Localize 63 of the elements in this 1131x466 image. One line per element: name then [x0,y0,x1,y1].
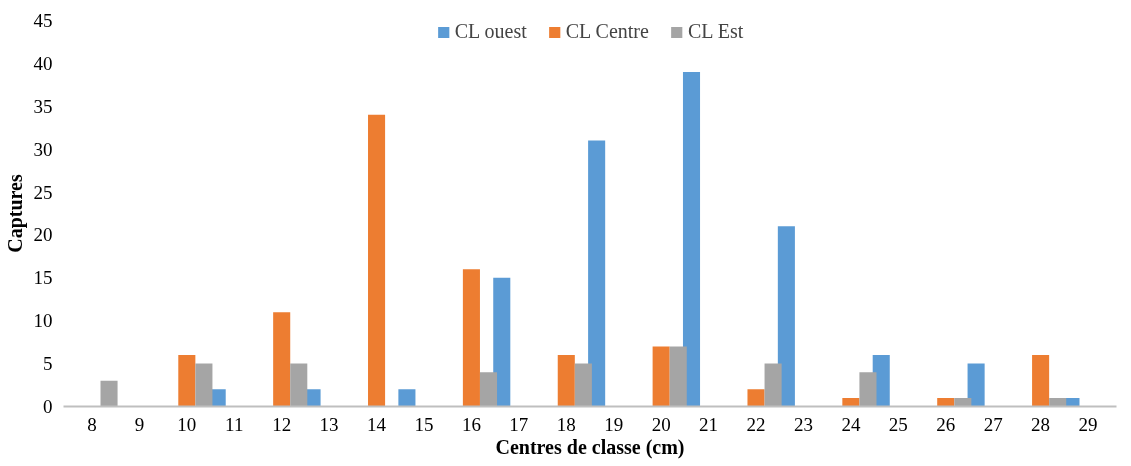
y-tick-label: 5 [43,353,53,375]
bar [954,397,972,407]
bar [764,363,782,407]
y-tick-label: 20 [33,224,53,246]
x-tick-label: 14 [367,413,387,435]
bar [1032,355,1050,407]
legend-label: CL ouest [454,20,527,43]
y-axis-title: Captures [3,174,27,253]
x-tick-label: 22 [746,413,766,435]
x-tick-label: 15 [414,413,434,435]
bar [100,380,118,407]
x-axis-title: Centres de classe (cm) [495,435,685,459]
bar [398,389,416,407]
bar [859,372,877,407]
bar [937,397,955,407]
x-tick-label: 16 [461,413,481,435]
y-tick-label: 25 [33,181,53,203]
y-tick-label: 35 [33,95,53,117]
bar [557,355,575,407]
x-tick-label: 8 [87,413,97,435]
x-tick-label: 18 [556,413,576,435]
x-tick-label: 27 [983,413,1003,435]
bar [195,363,213,407]
bar [669,346,687,407]
x-tick-label: 13 [319,413,339,435]
x-tick-label: 23 [793,413,813,435]
bar [493,277,511,407]
bar [777,226,795,407]
y-tick-label: 45 [33,10,53,31]
bar [273,312,291,407]
y-tick-label: 0 [43,396,53,417]
bar [1049,397,1067,407]
bar [652,346,670,407]
legend-label: CL Est [687,20,744,43]
y-tick-label: 40 [33,52,53,74]
x-tick-label: 29 [1078,413,1098,435]
x-tick-label: 28 [1031,413,1051,435]
x-tick-label: 9 [134,413,145,435]
bar [747,389,765,407]
bar [290,363,308,407]
x-tick-label: 11 [225,413,244,435]
bar [588,140,606,407]
bar [574,363,592,407]
bar [178,355,196,407]
x-tick-label: 17 [509,413,529,435]
legend-label: CL Centre [565,20,649,43]
x-tick-label: 10 [177,413,197,435]
bar [967,363,985,407]
y-tick-label: 15 [33,267,53,289]
bar [479,372,498,407]
x-tick-label: 26 [936,413,956,435]
x-tick-label: 20 [651,413,671,435]
y-tick-label: 10 [33,310,53,332]
bar [368,114,386,407]
x-tick-label: 19 [604,413,624,435]
x-tick-label: 12 [272,413,292,435]
y-tick-label: 30 [33,138,53,160]
x-tick-label: 25 [888,413,908,435]
bar [462,269,480,407]
bar [682,71,701,407]
x-tick-label: 24 [841,413,861,435]
x-tick-label: 21 [699,413,719,435]
bar [842,397,860,407]
